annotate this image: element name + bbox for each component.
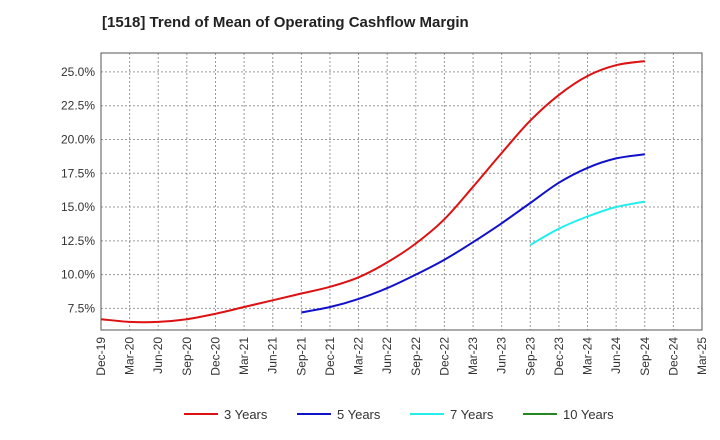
- x-tick-label: Dec-23: [552, 337, 566, 376]
- legend-label: 10 Years: [563, 407, 614, 422]
- x-tick-label: Dec-24: [666, 337, 680, 376]
- plot-frame: [100, 52, 703, 331]
- y-tick-label: 17.5%: [61, 166, 95, 180]
- x-tick-label: Jun-20: [151, 337, 165, 374]
- plot-area: [101, 53, 702, 330]
- x-tick-label: Dec-22: [437, 337, 451, 376]
- series-lines: [100, 60, 645, 324]
- x-tick-label: Mar-24: [581, 337, 595, 375]
- x-tick-label: Dec-20: [208, 337, 222, 376]
- x-tick-label: Sep-21: [294, 337, 308, 376]
- series-line-7-years: [529, 200, 645, 246]
- x-tick-label: Mar-20: [123, 337, 137, 375]
- series-line-5-years: [301, 153, 645, 314]
- x-tick-label: Dec-19: [94, 337, 108, 376]
- x-tick-label: Mar-25: [695, 337, 709, 375]
- x-tick-label: Sep-20: [180, 337, 194, 376]
- legend: 3 Years 5 Years 7 Years 10 Years: [184, 407, 614, 422]
- y-tick-label: 22.5%: [61, 99, 95, 113]
- legend-label: 5 Years: [337, 407, 381, 422]
- y-tick-label: 7.5%: [68, 301, 96, 315]
- x-tick-label: Dec-21: [323, 337, 337, 376]
- legend-label: 7 Years: [450, 407, 494, 422]
- y-tick-label: 25.0%: [61, 65, 95, 79]
- series-line-3-years: [100, 60, 645, 324]
- y-tick-label: 12.5%: [61, 234, 95, 248]
- x-tick-label: Jun-21: [266, 337, 280, 374]
- y-tick-label: 10.0%: [61, 268, 95, 282]
- axes: Dec-19 Mar-20 Jun-20 Sep-20 Dec-20 Mar-21 Jun-…: [61, 52, 709, 376]
- y-tick-label: 20.0%: [61, 132, 95, 146]
- x-tick-label: Mar-21: [237, 337, 251, 375]
- legend-label: 3 Years: [224, 407, 268, 422]
- x-tick-label: Sep-22: [409, 337, 423, 376]
- x-tick-label: Mar-23: [466, 337, 480, 375]
- y-tick-label: 15.0%: [61, 200, 95, 214]
- x-tick-label: Jun-23: [495, 337, 509, 374]
- x-tick-label: Jun-22: [380, 337, 394, 374]
- x-tick-label: Sep-24: [638, 337, 652, 376]
- x-tick-label: Sep-23: [523, 337, 537, 376]
- x-tick-label: Jun-24: [609, 337, 623, 374]
- grid: [100, 53, 703, 330]
- chart-title: [1518] Trend of Mean of Operating Cashfl…: [102, 14, 469, 31]
- x-tick-label: Mar-22: [352, 337, 366, 375]
